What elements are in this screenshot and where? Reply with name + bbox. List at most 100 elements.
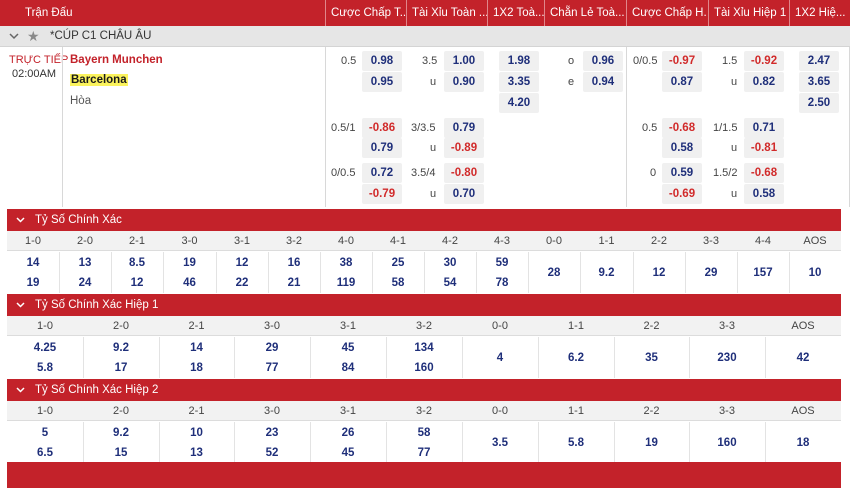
score-odds[interactable]: 160	[414, 362, 434, 374]
odds-cell[interactable]: -0.81	[744, 138, 784, 158]
score-odds[interactable]: 14	[190, 342, 203, 354]
col-odd-even-full[interactable]: Chẵn Lẻ Toà...	[550, 7, 625, 19]
odds-cell[interactable]: -0.92	[744, 51, 784, 71]
col-1x2-h1[interactable]: 1X2 Hiệ...	[795, 7, 846, 19]
odds-cell[interactable]: -0.97	[662, 51, 702, 71]
score-odds[interactable]: 58	[417, 427, 431, 439]
score-odds[interactable]: 12	[235, 257, 249, 269]
score-odds[interactable]: 157	[753, 267, 773, 279]
score-odds[interactable]: 28	[547, 267, 561, 279]
score-odds[interactable]: 18	[190, 362, 203, 374]
correct-score-header[interactable]: Tỷ Số Chính Xác	[7, 209, 841, 231]
score-odds[interactable]: 18	[796, 437, 810, 449]
col-handicap-full[interactable]: Cược Chấp T...	[331, 7, 406, 19]
score-odds[interactable]: 45	[341, 342, 355, 354]
odds-cell[interactable]: -0.80	[444, 163, 484, 183]
odds-cell[interactable]: 0.95	[362, 72, 402, 92]
score-odds[interactable]: 84	[341, 362, 355, 374]
score-odds[interactable]: 13	[190, 447, 203, 459]
league-row[interactable]: ★ *CÚP C1 CHÂU ÂU	[0, 26, 850, 47]
odds-cell[interactable]: 4.20	[499, 93, 539, 113]
odds-cell[interactable]: 0.58	[744, 184, 784, 204]
col-match[interactable]: Trận Đấu	[25, 7, 73, 19]
score-odds[interactable]: 4.25	[33, 342, 57, 354]
score-odds[interactable]: 119	[336, 277, 356, 289]
odds-cell[interactable]: 0.70	[444, 184, 484, 204]
score-odds[interactable]: 59	[495, 257, 509, 269]
odds-cell[interactable]: 0.59	[662, 163, 702, 183]
score-odds[interactable]: 77	[417, 447, 431, 459]
odds-cell[interactable]: 0.58	[662, 138, 702, 158]
odds-cell[interactable]: 0.72	[362, 163, 402, 183]
score-odds[interactable]: 5	[41, 427, 49, 439]
odds-cell[interactable]: 3.35	[499, 72, 539, 92]
odds-cell[interactable]: 0.98	[362, 51, 402, 71]
score-odds[interactable]: 9.2	[113, 342, 129, 354]
chevron-down-icon[interactable]	[8, 28, 20, 44]
odds-cell[interactable]: 0.79	[362, 138, 402, 158]
chevron-down-icon[interactable]	[15, 299, 26, 310]
score-odds[interactable]: 77	[265, 362, 279, 374]
score-odds[interactable]: 14	[26, 257, 40, 269]
odds-cell[interactable]: 0.87	[662, 72, 702, 92]
odds-cell[interactable]: -0.69	[662, 184, 702, 204]
score-odds[interactable]: 26	[341, 427, 355, 439]
odds-cell[interactable]: -0.68	[744, 163, 784, 183]
score-odds[interactable]: 6.5	[37, 447, 53, 459]
score-odds[interactable]: 58	[391, 277, 405, 289]
score-odds[interactable]: 9.2	[598, 267, 615, 279]
score-odds[interactable]: 35	[645, 352, 658, 364]
score-odds[interactable]: 10	[808, 267, 822, 279]
score-odds[interactable]: 52	[265, 447, 279, 459]
next-section-header[interactable]	[7, 462, 841, 488]
score-odds[interactable]: 9.2	[113, 427, 129, 439]
score-odds[interactable]: 12	[130, 277, 144, 289]
score-odds[interactable]: 19	[183, 257, 196, 269]
score-odds[interactable]: 4	[496, 352, 504, 364]
odds-cell[interactable]: 1.98	[499, 51, 539, 71]
odds-cell[interactable]: 2.47	[799, 51, 839, 71]
odds-cell[interactable]: 0.79	[444, 118, 484, 138]
score-odds[interactable]: 12	[652, 267, 666, 279]
score-odds[interactable]: 160	[717, 437, 737, 449]
away-team[interactable]: Barcelona	[70, 74, 128, 86]
score-odds[interactable]: 29	[265, 342, 279, 354]
score-odds[interactable]: 21	[287, 277, 301, 289]
star-icon[interactable]: ★	[27, 28, 40, 44]
chevron-down-icon[interactable]	[15, 384, 26, 395]
home-team[interactable]: Bayern Munchen	[70, 54, 163, 66]
odds-cell[interactable]: -0.79	[362, 184, 402, 204]
score-odds[interactable]: 3.5	[492, 437, 508, 449]
odds-cell[interactable]: 3.65	[799, 72, 839, 92]
score-odds[interactable]: 29	[704, 267, 718, 279]
score-odds[interactable]: 8.5	[129, 257, 145, 269]
score-odds[interactable]: 13	[78, 257, 92, 269]
score-odds[interactable]: 15	[114, 447, 128, 459]
odds-cell[interactable]: 1.00	[444, 51, 484, 71]
col-handicap-h1[interactable]: Cược Chấp H...	[632, 7, 707, 19]
col-over-under-h1[interactable]: Tài Xỉu Hiệp 1	[714, 7, 787, 19]
score-odds[interactable]: 38	[339, 257, 353, 269]
correct-score-h1-header[interactable]: Tỷ Số Chính Xác Hiệp 1	[7, 294, 841, 316]
odds-cell[interactable]: 0.82	[744, 72, 784, 92]
score-odds[interactable]: 134	[414, 342, 434, 354]
score-odds[interactable]: 10	[190, 427, 203, 439]
score-odds[interactable]: 24	[78, 277, 92, 289]
chevron-down-icon[interactable]	[15, 214, 26, 225]
score-odds[interactable]: 42	[796, 352, 810, 364]
score-odds[interactable]: 46	[183, 277, 196, 289]
score-odds[interactable]: 22	[235, 277, 249, 289]
score-odds[interactable]: 25	[391, 257, 405, 269]
odds-cell[interactable]: 0.96	[583, 51, 623, 71]
odds-cell[interactable]: 0.90	[444, 72, 484, 92]
score-odds[interactable]: 54	[443, 277, 457, 289]
col-1x2-full[interactable]: 1X2 Toà...	[493, 7, 544, 19]
odds-cell[interactable]: 0.71	[744, 118, 784, 138]
score-odds[interactable]: 19	[26, 277, 40, 289]
odds-cell[interactable]: 0.94	[583, 72, 623, 92]
score-odds[interactable]: 30	[443, 257, 457, 269]
score-odds[interactable]: 230	[717, 352, 737, 364]
odds-cell[interactable]: -0.68	[662, 118, 702, 138]
score-odds[interactable]: 16	[287, 257, 301, 269]
score-odds[interactable]: 5.8	[568, 437, 584, 449]
